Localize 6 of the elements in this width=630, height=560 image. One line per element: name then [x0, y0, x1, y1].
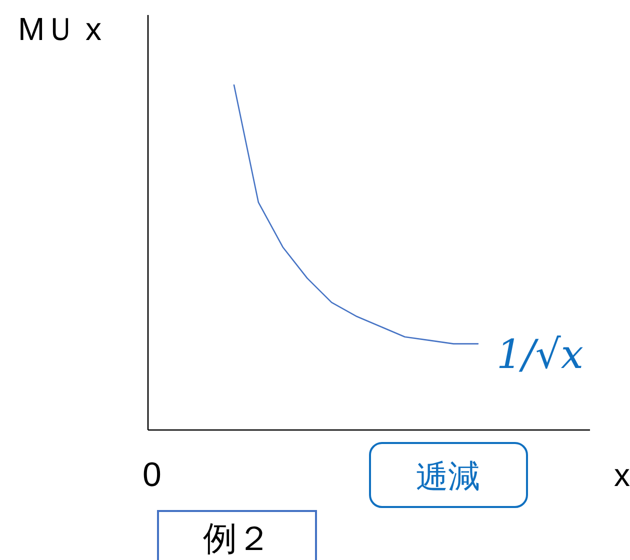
text: 逓減 — [416, 458, 480, 494]
text: 1/√x — [496, 332, 584, 378]
text: 0 — [142, 456, 162, 494]
x-axis-title: x — [614, 457, 630, 493]
text: 例２ — [203, 520, 271, 558]
y-axis-title: MＵ x — [18, 11, 102, 47]
